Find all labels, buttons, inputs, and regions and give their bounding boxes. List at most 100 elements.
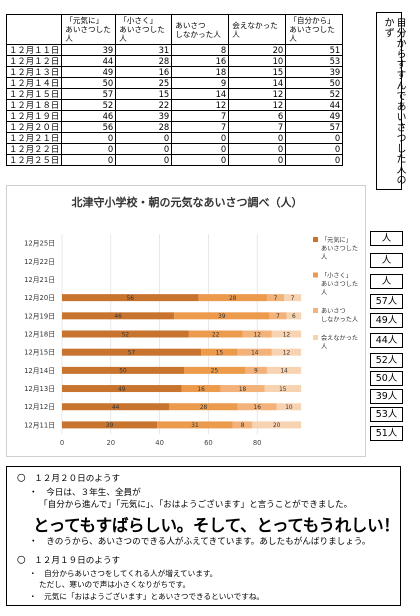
table-header-cell: 「自分から」 あいさつした人 <box>285 14 344 45</box>
note-1-heading: 〇 １２月２０日のようす <box>17 474 121 484</box>
date-cell: １２月２２日 <box>5 143 63 155</box>
bar-segment <box>264 385 302 393</box>
total-box: 49人 <box>370 313 403 328</box>
value-cell: 57 <box>61 88 117 100</box>
data-label: 16 <box>254 405 262 411</box>
chart-title: 北津守小学校・朝の元気なあいさつ調べ（人） <box>72 195 303 209</box>
table-header-cell: あいさつ しなかった人 <box>171 14 230 45</box>
table-row: １２月２０日 56 28 7 7 57 <box>5 121 344 133</box>
table-row: １２月２５日 0 0 0 0 0 <box>5 154 344 166</box>
value-cell: 14 <box>171 88 230 100</box>
value-cell: 28 <box>115 55 173 67</box>
chart-area: 北津守小学校・朝の元気なあいさつ調べ（人） 0 20 40 60 80 12月11日 39 31… <box>6 185 366 457</box>
data-label: 7 <box>291 296 295 302</box>
data-label: 15 <box>279 387 287 393</box>
data-label: 6 <box>292 314 296 320</box>
note-2-heading: 〇 １２月１９日のようす <box>17 556 121 566</box>
bar-segment <box>286 312 302 320</box>
note-1-line-3: ・ きのうから、あいさつのできる人がふえてきています。あしたもがんばりましょう。 <box>29 537 371 547</box>
value-cell: 16 <box>171 55 230 67</box>
value-cell: 31 <box>115 44 173 56</box>
y-tick-label: 12月11日 <box>24 421 55 429</box>
data-label: 14 <box>280 369 288 375</box>
table-row: １２月１４日 50 25 9 14 50 <box>5 77 344 89</box>
value-cell: 50 <box>61 77 117 89</box>
greeting-table: 「元気に」 あいさつした人 「小さく」 あいさつした人 あいさつ しなかった人 会えな… <box>5 14 344 166</box>
bar-segment <box>252 421 302 429</box>
table-row: １２月２１日 0 0 0 0 0 <box>5 132 344 144</box>
x-tick-label: 20 <box>106 439 115 447</box>
total-box: 44人 <box>370 333 403 348</box>
value-cell: 28 <box>115 121 173 133</box>
bar-segment <box>62 385 182 393</box>
value-cell: 0 <box>115 154 173 166</box>
vertical-title-box: 自分からすすんであいさつした人のかず <box>376 12 405 190</box>
note-2-line-2: ただし、寒いので声は小さくなりがちです。 <box>39 580 191 589</box>
y-tick-label: 12月14日 <box>24 367 55 375</box>
data-label: 57 <box>128 350 136 356</box>
value-cell: 51 <box>285 44 344 56</box>
bar-segment <box>181 385 221 393</box>
bar-segment <box>242 330 272 338</box>
vertical-title: 自分からすすんであいさつした人のかず <box>382 17 405 185</box>
table-row: １２月１９日 46 39 7 6 49 <box>5 110 344 122</box>
legend-label: 「小さく」 <box>321 272 352 280</box>
bar-segment <box>201 348 238 356</box>
value-cell: 20 <box>228 44 287 56</box>
data-label: 9 <box>254 369 258 375</box>
value-cell: 46 <box>61 110 117 122</box>
value-cell: 6 <box>228 110 287 122</box>
legend-label: あいさつ <box>321 308 346 315</box>
data-label: 49 <box>118 387 126 393</box>
bar-segment <box>174 312 270 320</box>
legend-label: 人 <box>321 254 327 261</box>
value-cell: 7 <box>228 121 287 133</box>
legend-label: 会えなかった <box>321 334 358 342</box>
headline: とってもすばらしい。そして、とってもうれしい！ <box>33 516 400 535</box>
value-cell: 49 <box>285 110 344 122</box>
bar-segment <box>169 403 238 411</box>
data-label: 46 <box>114 314 122 320</box>
bar-segment <box>188 330 243 338</box>
data-label: 7 <box>276 314 280 320</box>
total-box: 39人 <box>370 389 403 404</box>
data-label: 8 <box>241 423 245 429</box>
y-tick-label: 12月13日 <box>24 385 55 393</box>
value-cell: 0 <box>285 154 344 166</box>
legend-label: あいさつした <box>321 281 358 288</box>
legend-label: 人 <box>321 344 327 351</box>
bar-segment <box>245 366 267 374</box>
legend-swatch <box>313 335 318 340</box>
note-1-line-1: ・ 今日は、３年生、全員が <box>29 488 141 498</box>
bar-segment <box>269 312 287 320</box>
data-label: 16 <box>197 387 205 393</box>
data-label: 39 <box>218 314 226 320</box>
bar-segment <box>271 348 302 356</box>
value-cell: 22 <box>115 99 173 111</box>
bar-segment <box>271 330 302 338</box>
y-tick-label: 12月19日 <box>24 312 55 320</box>
data-label: 25 <box>211 369 219 375</box>
total-box: 53人 <box>370 407 403 422</box>
table-row: １２月１８日 52 22 12 12 44 <box>5 99 344 111</box>
value-cell: 0 <box>61 143 117 155</box>
data-label: 50 <box>119 369 127 375</box>
bar-segment <box>184 366 245 374</box>
value-cell: 12 <box>171 99 230 111</box>
legend-label: しなかった人 <box>321 317 358 324</box>
value-cell: 7 <box>171 110 230 122</box>
date-cell: １２月１１日 <box>5 44 63 56</box>
date-cell: １２月１８日 <box>5 99 63 111</box>
value-cell: 39 <box>285 66 344 78</box>
bar-segment <box>266 294 285 302</box>
bar-segment <box>62 421 158 429</box>
value-cell: 0 <box>171 143 230 155</box>
date-cell: １２月２０日 <box>5 121 63 133</box>
value-cell: 25 <box>115 77 173 89</box>
total-box: 人 <box>370 253 403 268</box>
note-2-line-3: ・ 元気に「おはようございます」とあいさつできるといいですね。 <box>29 592 265 601</box>
table-row: １２月１５日 57 15 14 12 52 <box>5 88 344 100</box>
date-cell: １２月１９日 <box>5 110 63 122</box>
y-tick-label: 12月12日 <box>24 403 55 411</box>
value-cell: 50 <box>285 77 344 89</box>
